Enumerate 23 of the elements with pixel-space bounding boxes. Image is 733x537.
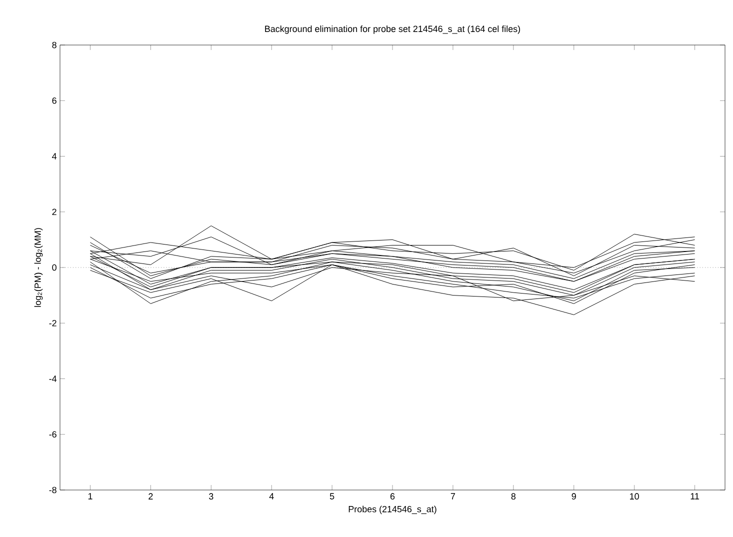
y-tick-label: -6 [49, 431, 56, 438]
chart-title: Background elimination for probe set 214546_s_at (164 cel files) [265, 25, 520, 34]
y-tick-label: -2 [49, 320, 56, 326]
x-tick-label: 4 [269, 493, 274, 500]
x-tick-label: 5 [330, 493, 334, 500]
y-tick-label: 2 [52, 208, 56, 216]
x-tick-label: 10 [630, 493, 639, 500]
x-tick-label: 1 [88, 493, 92, 500]
y-tick-label: 8 [52, 42, 56, 48]
y-tick-label: -4 [49, 376, 57, 382]
x-tick-label: 9 [572, 493, 576, 500]
x-tick-label: 2 [148, 493, 153, 500]
x-tick-label: 3 [208, 493, 214, 500]
y-axis-title: log$_{2}$(PM) - log$_{2}$(MM) [34, 228, 43, 307]
x-axis-title: Probes (214546_s_at) [348, 506, 436, 514]
y-tick-label: 4 [52, 153, 57, 160]
x-tick-label: 6 [390, 493, 395, 500]
x-tick-label: 11 [690, 493, 699, 500]
x-tick-label: 7 [450, 493, 455, 500]
y-tick-label: 0 [52, 264, 56, 271]
x-tick-label: 8 [511, 493, 516, 500]
y-tick-label: -8 [49, 486, 56, 494]
y-tick-label: 6 [52, 97, 56, 104]
